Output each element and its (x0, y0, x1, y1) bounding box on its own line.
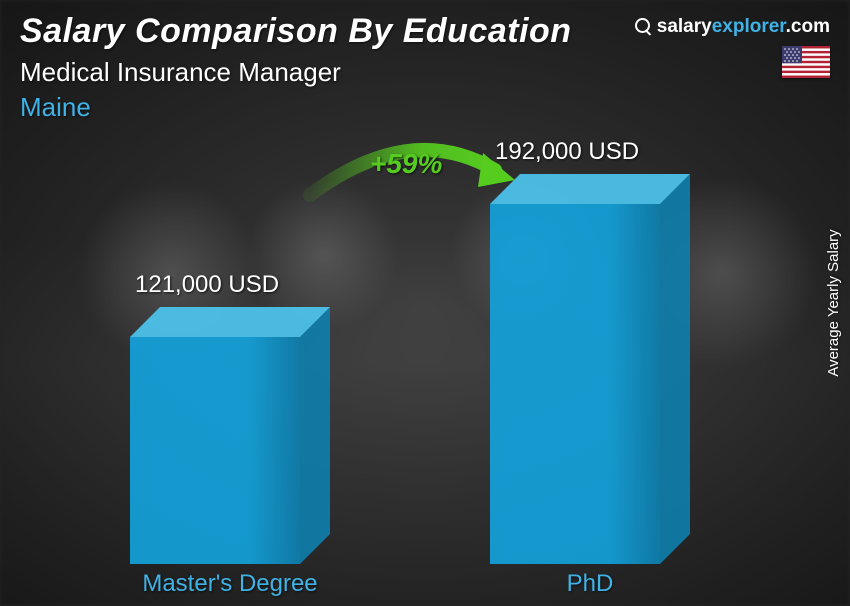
bar-category-label: Master's Degree (130, 570, 330, 598)
bar-side (660, 174, 690, 564)
bar-front (130, 337, 300, 564)
bar-value-label: 121,000 USD (135, 271, 279, 299)
bar-chart: 121,000 USDMaster's Degree192,000 USDPhD… (0, 0, 850, 606)
bar-front (490, 204, 660, 564)
bar-top (490, 174, 690, 204)
bar-1 (490, 204, 660, 564)
bar-category-label: PhD (490, 570, 690, 598)
bar-0 (130, 337, 300, 564)
bar-top (130, 307, 330, 337)
bar-side (300, 307, 330, 564)
growth-label: +59% (370, 148, 442, 180)
